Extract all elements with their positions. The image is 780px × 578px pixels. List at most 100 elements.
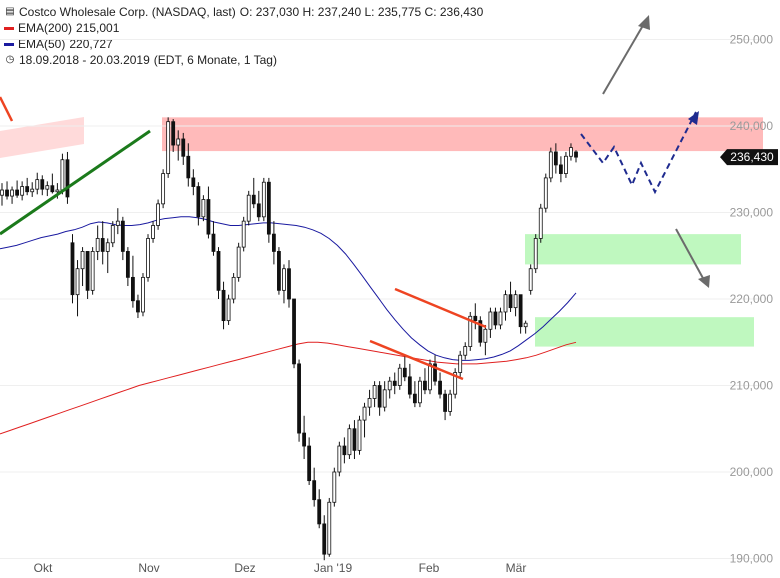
candles-layer	[0, 117, 578, 561]
candle	[266, 181, 271, 235]
candle	[277, 251, 281, 291]
candle	[523, 322, 528, 328]
instrument-row: ▤ Costco Wholesale Corp. (NASDAQ, last) …	[4, 4, 483, 20]
candle	[377, 385, 382, 408]
range-row: ◷ 18.09.2018 - 20.03.2019 (EDT, 6 Monate…	[4, 52, 483, 68]
candle	[367, 398, 372, 408]
candle	[201, 199, 206, 218]
candle	[221, 289, 226, 322]
candle	[543, 177, 548, 209]
candle	[463, 346, 468, 356]
candle	[231, 276, 236, 300]
candle	[564, 155, 568, 174]
x-axis: Okt Nov Dez Jan '19 Feb Mär	[34, 561, 527, 575]
candle	[317, 499, 322, 525]
candle	[538, 207, 543, 239]
candle	[55, 189, 60, 193]
candle	[488, 311, 493, 330]
x-tick-label: Dez	[234, 561, 255, 575]
candle	[120, 220, 125, 252]
left-channel-zone	[0, 117, 84, 158]
candle	[151, 225, 155, 239]
candle	[347, 428, 352, 456]
candle	[15, 189, 20, 196]
candle	[352, 428, 357, 451]
candle	[85, 251, 90, 291]
up-arrow-line	[602, 21, 646, 95]
candle	[574, 151, 578, 158]
ohlc-values: O: 237,030 H: 237,240 L: 235,775 C: 236,…	[239, 5, 484, 19]
candle	[483, 328, 488, 343]
y-tick-label: 200,000	[730, 465, 774, 479]
candle	[50, 185, 55, 193]
candle	[478, 320, 483, 343]
candle	[125, 251, 130, 278]
ema50-row: EMA(50) 220,727	[4, 36, 483, 52]
candle	[226, 298, 231, 322]
candle	[312, 480, 317, 501]
candle	[90, 251, 95, 291]
candle	[292, 298, 296, 365]
candle	[115, 220, 120, 226]
candle	[100, 238, 105, 252]
candle	[438, 380, 442, 395]
support-zone	[525, 234, 741, 265]
candle	[146, 238, 150, 278]
candle	[131, 276, 135, 302]
candle	[468, 315, 473, 347]
last-price-label: 236,430	[730, 150, 774, 164]
candle	[211, 233, 216, 252]
candle	[161, 173, 166, 205]
candle	[65, 159, 70, 198]
candle	[402, 367, 407, 378]
candle	[548, 151, 553, 179]
resistance-zone	[162, 117, 763, 152]
ema200-label: EMA(200)	[18, 21, 73, 35]
candle	[256, 203, 261, 218]
chart-legend: ▤ Costco Wholesale Corp. (NASDAQ, last) …	[4, 4, 483, 68]
candle	[307, 445, 312, 482]
candle	[70, 242, 75, 296]
up-arrow-head	[638, 15, 650, 30]
candle	[216, 251, 221, 291]
projection-path	[580, 111, 697, 195]
candle	[327, 501, 332, 555]
ema200-layer	[0, 341, 577, 435]
candle	[443, 393, 447, 412]
candle	[528, 268, 533, 291]
candle	[60, 159, 65, 191]
down-arrow-line	[675, 228, 705, 281]
candle	[302, 432, 307, 447]
candle	[282, 268, 286, 291]
candle	[423, 380, 427, 391]
candle	[20, 186, 25, 196]
candle	[251, 194, 256, 205]
candle	[271, 233, 276, 252]
y-axis: 190,000 200,000 210,000 220,000 230,000 240,0…	[0, 33, 773, 566]
candle	[30, 188, 35, 193]
y-tick-label: 210,000	[730, 379, 774, 393]
candle	[10, 189, 14, 197]
candle	[518, 294, 523, 328]
candle	[141, 276, 145, 313]
candle	[372, 385, 377, 399]
ema50-layer	[0, 216, 577, 361]
candle	[382, 389, 387, 408]
candle	[297, 363, 301, 434]
candle	[357, 419, 362, 451]
candle	[241, 220, 246, 248]
candle	[498, 311, 503, 326]
support-zone	[535, 317, 754, 347]
y-tick-label: 250,000	[730, 33, 774, 47]
candle	[136, 300, 140, 313]
candle	[105, 242, 110, 252]
candle	[206, 199, 211, 235]
x-tick-label: Jan '19	[314, 561, 353, 575]
candle	[322, 523, 327, 555]
candle	[407, 376, 412, 395]
candle	[186, 155, 191, 179]
candle	[176, 138, 181, 146]
candle	[95, 238, 100, 252]
ema200-value: 215,001	[76, 21, 120, 35]
